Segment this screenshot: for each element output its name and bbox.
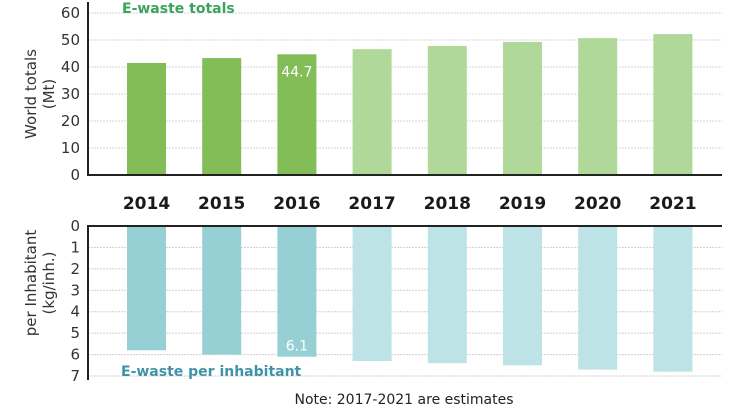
top-y-axis-label-unit: (Mt) <box>40 79 58 110</box>
category-label-2018: 2018 <box>424 194 471 214</box>
category-label-2021: 2021 <box>649 194 696 214</box>
category-label-2015: 2015 <box>198 194 245 214</box>
top-bar-2014 <box>127 62 166 176</box>
category-label-2014: 2014 <box>123 194 170 214</box>
bottom-y-tick-label: 5 <box>70 324 80 342</box>
bottom-bar-2019 <box>503 226 542 366</box>
bottom-bar-2018 <box>427 226 467 364</box>
bottom-y-axis-label-unit: (kg/inh.) <box>40 252 58 315</box>
estimates-note: Note: 2017-2021 are estimates <box>294 392 513 408</box>
category-label-2019: 2019 <box>499 194 546 214</box>
bottom-bars: 6.1 <box>127 226 693 372</box>
bottom-y-tick-label: 0 <box>70 217 80 235</box>
category-label-2017: 2017 <box>348 194 395 214</box>
bottom-y-tick-label: 6 <box>70 346 80 364</box>
top-bar-2019 <box>503 41 542 175</box>
top-chart-title: E-waste totals <box>122 1 235 17</box>
bottom-gridlines <box>88 246 722 377</box>
top-y-axis-label: World totals(Mt) <box>22 49 58 139</box>
bottom-chart-title: E-waste per inhabitant <box>121 364 302 380</box>
top-y-tick-label: 20 <box>61 112 80 130</box>
top-bars: 44.7 <box>127 34 693 176</box>
category-labels: 2014 2015 2016 2017 2018 2019 2020 2021 <box>123 194 697 214</box>
category-label-2020: 2020 <box>574 194 621 214</box>
top-bar-2021 <box>653 34 693 176</box>
bottom-bar-2021 <box>653 226 693 372</box>
bottom-y-tick-label: 2 <box>70 260 80 278</box>
bottom-y-tick-label: 7 <box>70 367 80 385</box>
top-bar-2020 <box>578 38 618 175</box>
top-y-tick-label: 60 <box>61 4 80 22</box>
top-bar-2018 <box>427 45 467 175</box>
bottom-bar-2014 <box>127 226 166 351</box>
top-y-tick-label: 30 <box>61 85 80 103</box>
top-data-label: 44.7 <box>281 64 312 80</box>
top-bar-2015 <box>202 58 242 176</box>
bottom-y-ticks: 0 1 2 3 4 5 6 7 <box>70 217 80 385</box>
top-y-tick-label: 0 <box>70 166 80 184</box>
top-y-tick-label: 10 <box>61 139 80 157</box>
bottom-bar-2016 <box>277 226 317 357</box>
bottom-y-axis-label-line: per Inhabitant <box>22 230 40 337</box>
top-gridlines <box>88 12 722 149</box>
bottom-bar-2017 <box>352 226 392 361</box>
category-label-2016: 2016 <box>273 194 320 214</box>
bottom-y-tick-label: 1 <box>70 238 80 256</box>
bottom-y-axis-label: per Inhabitant(kg/inh.) <box>22 230 58 337</box>
bottom-data-label: 6.1 <box>286 339 308 355</box>
bottom-y-tick-label: 3 <box>70 281 80 299</box>
top-y-axis-label-line: World totals <box>22 49 40 139</box>
bottom-bar-2020 <box>578 226 618 370</box>
top-y-ticks: 0 10 20 30 40 50 60 <box>61 4 80 184</box>
bottom-y-tick-label: 4 <box>70 303 80 321</box>
top-y-tick-label: 50 <box>61 31 80 49</box>
bottom-bar-2015 <box>202 226 242 355</box>
top-bar-2017 <box>352 49 392 175</box>
top-y-tick-label: 40 <box>61 58 80 76</box>
top-bar-2016 <box>277 54 317 176</box>
